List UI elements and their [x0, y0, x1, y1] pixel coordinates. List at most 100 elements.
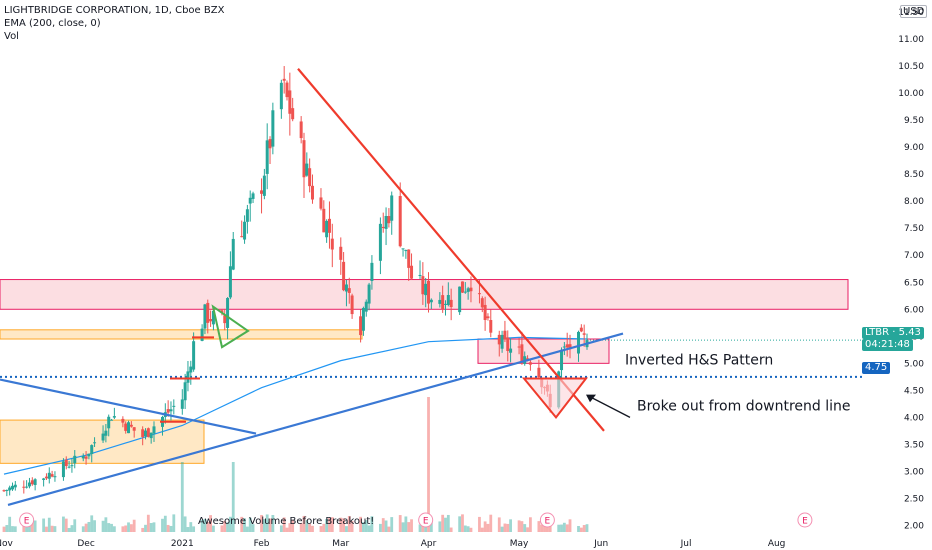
earnings-marker: E	[19, 512, 35, 528]
volume-bar	[226, 522, 229, 532]
volume-bar	[240, 516, 244, 532]
volume-bar	[469, 527, 473, 532]
y-tick-label: 9.00	[904, 143, 924, 153]
x-tick-label: Nov	[0, 539, 13, 549]
candles-group	[2, 66, 589, 497]
last-price-tag: LTBR · 5.43	[862, 327, 924, 339]
candle-body	[381, 226, 385, 229]
x-tick-label: Mar	[332, 539, 349, 549]
annotation-text: Broke out from downtrend line	[637, 398, 851, 414]
volume-bar	[62, 516, 65, 532]
volume-bar	[8, 516, 12, 532]
candle-body	[330, 238, 334, 250]
candle-body	[565, 344, 569, 348]
candle-body	[81, 455, 85, 459]
candle-body	[231, 238, 235, 270]
volume-bar	[129, 524, 133, 532]
head-triangle	[521, 377, 589, 419]
candle-body	[364, 301, 368, 312]
candle-body	[132, 427, 136, 431]
volume-bar	[466, 526, 470, 532]
candle-body	[477, 293, 481, 295]
volume-bar	[489, 514, 493, 532]
volume-bar	[407, 522, 411, 532]
volume-bar	[517, 520, 521, 532]
y-tick-label: 4.00	[904, 413, 924, 423]
volume-bar	[183, 516, 187, 532]
candle-body	[87, 453, 91, 457]
volume-bar	[398, 515, 402, 532]
volume-bar	[379, 523, 382, 532]
candle-body	[370, 262, 374, 281]
candle-body	[350, 295, 354, 315]
earnings-marker: E	[418, 512, 434, 528]
candle-body	[25, 486, 29, 488]
volume-bar	[70, 525, 74, 532]
candle-body	[226, 297, 230, 328]
candle-body	[144, 430, 148, 437]
candle-body	[526, 358, 530, 360]
volume-bar	[107, 523, 111, 532]
volume-bar	[359, 516, 362, 532]
volume-bar	[42, 518, 46, 532]
y-tick-label: 3.50	[904, 440, 924, 450]
volume-bar	[528, 517, 532, 532]
earnings-circle	[797, 512, 813, 528]
volume-bar	[141, 527, 145, 532]
candle-body	[180, 399, 184, 409]
candle-body	[438, 299, 442, 304]
volume-bar	[441, 514, 445, 532]
earnings-label: E	[24, 517, 30, 527]
annotation-arrow-line	[587, 395, 631, 418]
candle-body	[577, 331, 581, 354]
earnings-marker: E	[539, 512, 555, 528]
y-tick-label: 6.00	[904, 305, 924, 315]
candle-body	[449, 299, 453, 308]
volume-bar	[33, 520, 37, 532]
candle-body	[265, 140, 269, 174]
volume-bar	[480, 527, 484, 532]
volume-bar	[189, 522, 193, 532]
candle-body	[5, 489, 9, 491]
candle-body	[398, 196, 402, 247]
volume-bar	[497, 517, 501, 532]
volume-bar	[223, 520, 227, 532]
volume-bar	[84, 523, 88, 532]
volume-bar	[577, 526, 580, 532]
uptrend-line	[7, 332, 624, 507]
volume-bar	[53, 526, 57, 532]
volume-bar	[509, 519, 512, 532]
currency-badge[interactable]: USD	[900, 5, 928, 18]
candle-body	[517, 346, 521, 348]
volume-bar	[429, 522, 433, 532]
candle-body	[152, 426, 156, 434]
volume-bar	[526, 527, 529, 532]
x-tick-label: May	[510, 539, 529, 549]
volume-bar	[461, 514, 464, 532]
candle-body	[183, 382, 187, 401]
candle-body	[506, 337, 510, 351]
y-tick-label: 3.00	[904, 467, 924, 477]
candle-body	[124, 423, 128, 431]
candle-body	[285, 82, 289, 98]
volume-bar	[243, 518, 246, 532]
candle-body	[141, 429, 145, 437]
volume-bar	[339, 517, 343, 532]
candle-body	[44, 476, 48, 479]
candle-body	[469, 287, 473, 292]
volume-bar	[562, 522, 566, 532]
volume-bar	[311, 525, 314, 532]
volume-bar	[192, 526, 196, 532]
candle-body	[10, 485, 14, 490]
candle-body	[460, 281, 464, 293]
candle-body	[107, 416, 111, 429]
candle-body	[378, 223, 382, 261]
earnings-label: E	[545, 517, 551, 527]
volume-bar	[483, 521, 487, 532]
volume-bar	[110, 523, 113, 532]
volume-bar	[112, 526, 116, 532]
volume-bar	[163, 515, 167, 532]
candle-body	[279, 82, 283, 110]
